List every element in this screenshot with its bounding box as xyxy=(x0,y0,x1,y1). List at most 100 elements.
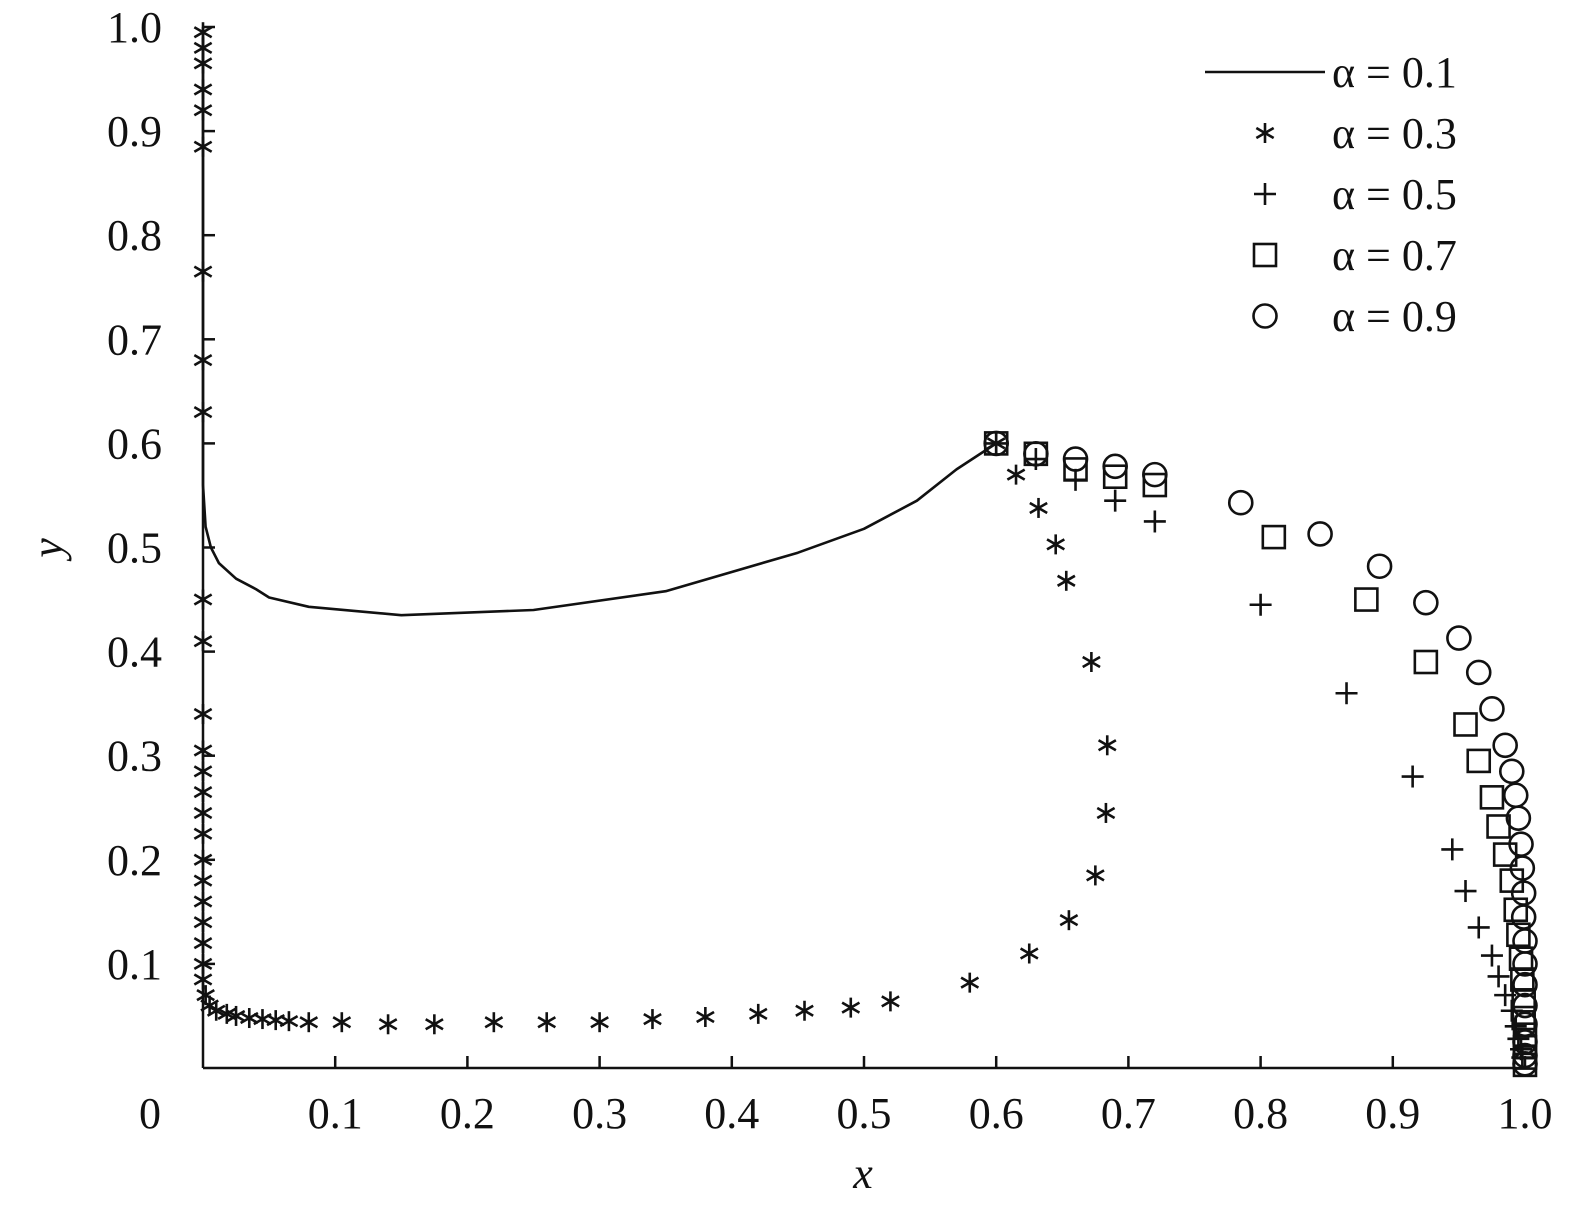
asterisk-marker xyxy=(960,972,980,993)
circle-marker xyxy=(1465,659,1492,686)
x-axis-title: x xyxy=(852,1149,873,1198)
square-marker xyxy=(1252,242,1278,268)
legend-label: α = 0.9 xyxy=(1332,292,1457,341)
asterisk-marker xyxy=(484,1012,504,1033)
asterisk-marker xyxy=(193,969,213,990)
y-tick-label: 0.6 xyxy=(107,419,162,468)
circle-marker xyxy=(1413,589,1439,616)
y-axis-title: y xyxy=(23,538,72,562)
circle-marker xyxy=(1492,732,1518,759)
asterisk-marker xyxy=(1046,534,1066,555)
ticks: 0.1 0.2 0.3 0.4 0.5 0.6 0.7 0.8 0.9 1.0 0.1 0.2 0.3 0… xyxy=(107,3,1553,1138)
asterisk-marker xyxy=(696,1006,715,1027)
series-circle xyxy=(983,430,1538,1077)
series-line xyxy=(201,37,997,617)
x-tick-label: 0.9 xyxy=(1365,1089,1420,1138)
square-marker xyxy=(1453,712,1478,737)
plus-marker xyxy=(1454,880,1477,903)
square-marker xyxy=(1142,472,1168,498)
circle-marker xyxy=(1307,521,1333,547)
circle-marker xyxy=(1512,1051,1538,1077)
y-tick-label: 0.2 xyxy=(107,836,162,885)
asterisk-marker xyxy=(193,782,213,803)
x-tick-label: 0.6 xyxy=(969,1089,1024,1138)
asterisk-marker xyxy=(193,79,213,100)
asterisk-marker xyxy=(193,933,213,954)
x-tick-label: 0.8 xyxy=(1233,1089,1288,1138)
circle-marker xyxy=(1142,461,1168,488)
circle-marker xyxy=(1366,553,1393,580)
asterisk-marker xyxy=(881,991,900,1012)
plus-marker xyxy=(1487,965,1510,988)
asterisk-marker xyxy=(1059,910,1079,931)
square-marker xyxy=(1102,464,1128,490)
asterisk-marker xyxy=(193,100,213,121)
plus-marker xyxy=(1441,838,1464,861)
circle-marker xyxy=(1102,453,1128,480)
circle-marker xyxy=(1510,904,1537,930)
asterisk-marker xyxy=(193,891,213,912)
asterisk-marker xyxy=(193,136,213,157)
asterisk-marker xyxy=(193,402,213,423)
x-tick-label: 0.7 xyxy=(1101,1089,1156,1138)
asterisk-marker xyxy=(193,761,213,782)
circle-marker xyxy=(1479,696,1505,722)
asterisk-marker xyxy=(425,1014,444,1035)
asterisk-marker xyxy=(1096,802,1116,823)
asterisk-marker xyxy=(193,740,213,761)
asterisk-marker xyxy=(1097,735,1117,756)
square-marker xyxy=(1354,587,1379,612)
circle-marker xyxy=(1498,758,1525,785)
origin-tick-label: 0 xyxy=(139,1089,161,1138)
circle-marker xyxy=(1512,1011,1538,1038)
legend: α = 0.1 α = 0.3 α = 0.5 α = 0.7 α = 0.9 xyxy=(1205,48,1457,341)
asterisk-marker xyxy=(590,1012,609,1033)
plus-marker xyxy=(1104,489,1127,512)
asterisk-marker xyxy=(193,704,213,725)
circle-marker xyxy=(1512,951,1538,977)
asterisk-marker xyxy=(1006,464,1026,485)
x-tick-label: 0.3 xyxy=(572,1089,627,1138)
asterisk-marker xyxy=(193,631,213,652)
series-plus xyxy=(985,432,1534,1069)
legend-item: α = 0.7 xyxy=(1252,231,1457,280)
square-marker xyxy=(1261,524,1287,550)
circle-marker xyxy=(1252,303,1278,329)
asterisk-marker xyxy=(253,1009,272,1030)
asterisk-marker xyxy=(279,1011,299,1032)
circle-marker xyxy=(1502,782,1529,809)
legend-item: α = 0.3 xyxy=(1255,109,1457,158)
asterisk-marker xyxy=(1082,652,1101,673)
circle-marker xyxy=(1446,625,1472,651)
circle-marker xyxy=(1505,805,1532,831)
y-tick-label: 0.7 xyxy=(107,315,162,364)
plus-marker xyxy=(1335,682,1358,705)
legend-item: α = 0.5 xyxy=(1254,170,1457,219)
legend-label: α = 0.3 xyxy=(1332,109,1457,158)
y-tick-label: 0.4 xyxy=(107,628,162,677)
circle-marker xyxy=(1512,1042,1538,1069)
legend-label: α = 0.1 xyxy=(1332,48,1457,97)
circle-marker xyxy=(1227,489,1254,516)
square-marker xyxy=(1479,785,1505,810)
asterisk-marker xyxy=(193,589,213,610)
circle-marker xyxy=(1512,992,1538,1019)
asterisk-marker xyxy=(193,53,213,74)
asterisk-marker xyxy=(299,1012,319,1033)
asterisk-marker xyxy=(193,261,213,282)
asterisk-marker xyxy=(193,870,213,891)
plus-marker xyxy=(1467,916,1490,939)
plus-marker xyxy=(985,432,1008,455)
circle-marker xyxy=(1062,446,1089,472)
legend-item: α = 0.1 xyxy=(1205,48,1457,97)
y-tick-label: 0.8 xyxy=(107,211,162,260)
circle-marker xyxy=(983,430,1010,457)
y-tick-label: 0.5 xyxy=(107,524,162,573)
y-tick-label: 0.9 xyxy=(107,107,162,156)
asterisk-marker xyxy=(193,823,213,844)
square-marker xyxy=(1063,457,1088,482)
series-asterisk xyxy=(193,22,1117,1035)
x-tick-label: 0.5 xyxy=(837,1089,892,1138)
series-line xyxy=(201,37,997,617)
